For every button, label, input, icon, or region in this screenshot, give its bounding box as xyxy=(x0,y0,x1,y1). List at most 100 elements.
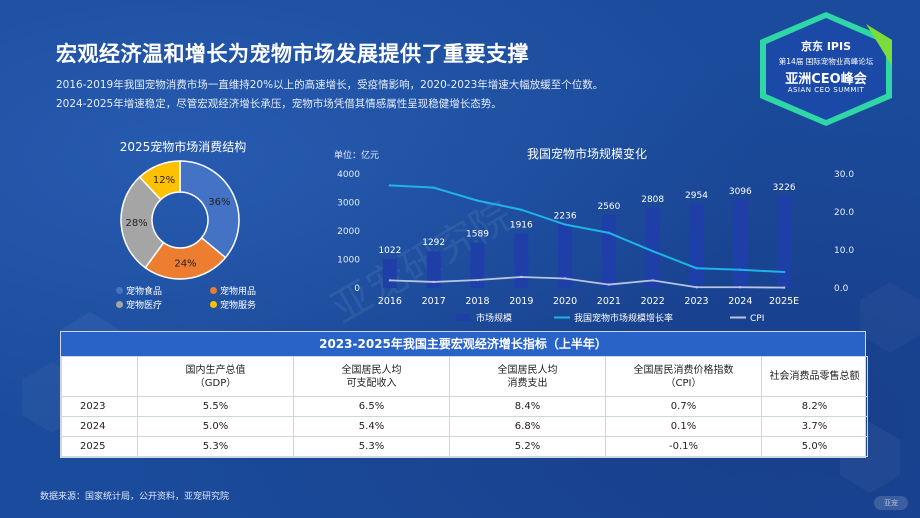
summit-badge: 京东 IPIS 第14届 国际宠物业高峰论坛 亚洲CEO峰会 ASIAN CEO… xyxy=(756,10,896,128)
cpi-point xyxy=(607,283,611,286)
cpi-line xyxy=(389,276,785,289)
donut-slice-0 xyxy=(179,160,240,259)
cpi-point xyxy=(520,275,523,279)
y2-tick-label: 30.0 xyxy=(834,170,854,180)
table-header-cell: 全国居民人均 可支配收入 xyxy=(293,356,450,397)
header-line-1: （CPI） xyxy=(665,377,702,389)
description-line-1: 2016-2019年我国宠物消费市场一直维持20%以上的高速增长，受疫情影响，2… xyxy=(56,79,604,91)
cpi-point xyxy=(563,277,567,280)
legend-label: 宠物服务 xyxy=(220,301,257,311)
table-value-cell: 5.0% xyxy=(761,436,868,457)
cpi-point xyxy=(695,286,698,289)
chart-legend-label: 我国宠物市场规模增长率 xyxy=(574,312,673,324)
growth-rate-point xyxy=(563,223,567,226)
x-tick-label: 2018 xyxy=(465,296,489,307)
legend-label: 宠物食品 xyxy=(126,287,163,297)
bar-data-label: 3096 xyxy=(729,187,752,197)
table-value-cell: 8.4% xyxy=(449,396,606,417)
growth-rate-point xyxy=(388,184,392,187)
x-tick-label: 2020 xyxy=(553,296,577,307)
cpi-point xyxy=(739,286,742,289)
page-title: 宏观经济温和增长为宠物市场发展提供了重要支撑 xyxy=(56,42,529,66)
bar-data-label: 2560 xyxy=(597,202,620,212)
donut-label-1: 24% xyxy=(174,259,196,270)
donut-slice-2 xyxy=(120,175,165,269)
bar-data-label: 1292 xyxy=(422,238,445,248)
table-value-cell: 6.8% xyxy=(449,416,606,437)
donut-chart: 36% 24% 28% 12% xyxy=(120,160,240,280)
bar-data-label: 2236 xyxy=(554,211,577,221)
y2-tick-label: 20.0 xyxy=(834,208,854,218)
header-line-0: 全国居民消费价格指数 xyxy=(633,364,734,376)
growth-rate-point xyxy=(520,208,523,211)
bar-market-size xyxy=(514,233,529,288)
x-tick-label: 2016 xyxy=(378,296,402,307)
legend-swatch-icon xyxy=(116,287,123,294)
table-header-cell: 全国居民消费价格指数 （CPI） xyxy=(605,356,762,397)
header-line-0: 国内生产总值 xyxy=(185,364,246,376)
bar-data-label: 2808 xyxy=(641,195,664,205)
bar-market-size xyxy=(382,258,397,288)
y-tick-label: 3000 xyxy=(337,199,360,209)
header-line-1: 可支配收入 xyxy=(346,377,397,389)
y-tick-label: 2000 xyxy=(337,227,360,237)
donut-legend-item: 宠物用品 xyxy=(210,284,256,297)
legend-bar-swatch-icon xyxy=(456,314,470,321)
badge-summit-en: ASIAN CEO SUMMIT xyxy=(787,86,865,94)
legend-label: 宠物医疗 xyxy=(126,301,163,311)
header-line-0: 全国居民人均 xyxy=(341,364,402,376)
page-description: 2016-2019年我国宠物消费市场一直维持20%以上的高速增长，受疫情影响，2… xyxy=(56,76,756,114)
growth-rate-point xyxy=(432,186,435,189)
bar-market-size xyxy=(645,207,660,288)
legend-swatch-icon xyxy=(210,301,217,308)
table-header-row: 国内生产总值 （GDP） 全国居民人均 可支配收入 全国居民人均 消费支出 全国居民消费价格… xyxy=(61,356,868,397)
y-tick-label: 4000 xyxy=(337,170,360,180)
table-value-cell: 3.7% xyxy=(761,416,868,437)
chart-legend-label: 市场规模 xyxy=(476,312,512,324)
cpi-point xyxy=(476,278,479,282)
bar-data-label: 1916 xyxy=(510,220,533,230)
table-header-cell: 全国居民人均 消费支出 xyxy=(449,356,606,397)
y-tick-label: 0 xyxy=(354,284,360,294)
cpi-point xyxy=(651,279,654,282)
donut-label-3: 12% xyxy=(153,175,175,186)
bar-market-size xyxy=(733,199,748,288)
y-tick-label: 1000 xyxy=(337,256,360,266)
table-value-cell: 5.3% xyxy=(293,436,450,457)
y2-tick-label: 10.0 xyxy=(834,246,854,256)
x-tick-label: 2025E xyxy=(769,296,799,307)
donut-chart-title: 2025宠物市场消费结构 xyxy=(119,140,247,154)
x-tick-label: 2019 xyxy=(509,296,533,307)
donut-legend-item: 宠物医疗 xyxy=(116,298,162,311)
bar-data-label: 1022 xyxy=(378,246,401,256)
bar-market-size xyxy=(601,215,616,288)
badge-summit-cn: 亚洲CEO峰会 xyxy=(785,72,867,87)
legend-swatch-icon xyxy=(210,287,217,294)
bar-market-size xyxy=(470,242,485,288)
growth-rate-point xyxy=(695,267,698,270)
hexagon-badge-icon xyxy=(760,12,892,126)
donut-legend-item: 宠物食品 xyxy=(116,284,162,297)
table-value-cell: 8.2% xyxy=(761,396,868,417)
description-line-2: 2024-2025年增速稳定，尽管宏观经济增长承压，宠物市场凭借其情感属性呈现稳… xyxy=(56,98,502,110)
donut-legend-item: 宠物服务 xyxy=(210,298,256,311)
badge-brand: 京东 IPIS xyxy=(801,40,851,53)
table-row: 2024 5.0% 5.4% 6.8% 0.1% 3.7% xyxy=(61,416,868,437)
growth-rate-point xyxy=(651,249,654,253)
badge-forum: 第14届 国际宠物业高峰论坛 xyxy=(778,57,874,66)
bar-data-label: 1589 xyxy=(466,230,489,240)
x-tick-label: 2024 xyxy=(728,296,752,307)
header-line-1: （GDP） xyxy=(194,377,237,389)
bar-market-size xyxy=(777,196,792,288)
x-tick-label: 2017 xyxy=(422,296,446,307)
bar-data-label: 3226 xyxy=(773,183,796,193)
growth-rate-point xyxy=(607,231,611,235)
chart-unit-label: 单位：亿元 xyxy=(334,149,379,161)
y2-tick-label: 0.0 xyxy=(834,284,849,294)
growth-rate-point xyxy=(782,270,786,274)
table-value-cell: 5.3% xyxy=(137,436,294,457)
growth-rate-point xyxy=(476,199,479,202)
table-header-cell: 国内生产总值 （GDP） xyxy=(137,356,294,397)
donut-slice-3 xyxy=(138,160,181,201)
growth-rate-line xyxy=(389,184,785,274)
